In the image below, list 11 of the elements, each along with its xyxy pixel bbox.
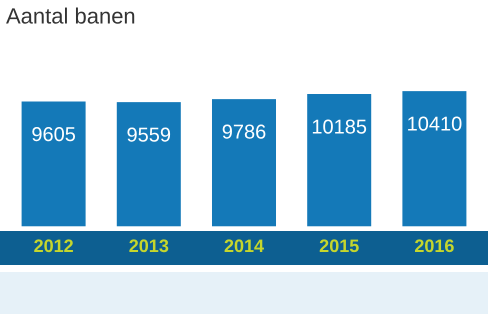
data-label: 9605	[31, 124, 76, 146]
x-tick-label: 2015	[319, 236, 360, 256]
data-label: 10410	[406, 114, 462, 136]
data-label: 9559	[126, 124, 172, 147]
chart-title: Aantal banen	[6, 3, 136, 28]
x-tick-label: 2013	[128, 236, 169, 256]
x-tick-label: 2016	[414, 236, 454, 256]
x-tick-label: 2014	[224, 236, 264, 256]
data-label: 10185	[311, 116, 368, 139]
x-tick-label: 2012	[34, 236, 74, 256]
data-label: 9786	[222, 122, 266, 144]
